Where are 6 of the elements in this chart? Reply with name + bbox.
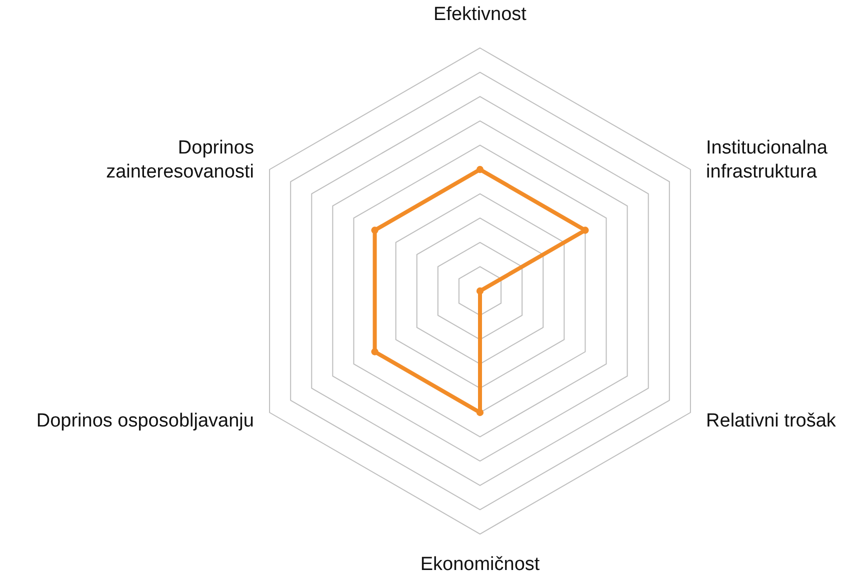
spoke-label: Doprinos zainteresovanosti <box>106 138 254 182</box>
spoke-label: Ekonomičnost <box>420 554 540 575</box>
spoke-label: Institucionalna infrastruktura <box>706 138 828 182</box>
spoke-label: Relativni trošak <box>706 410 836 432</box>
spoke-label: Efektivnost <box>434 4 528 25</box>
spoke-label: Doprinos osposobljavanju <box>36 410 254 432</box>
